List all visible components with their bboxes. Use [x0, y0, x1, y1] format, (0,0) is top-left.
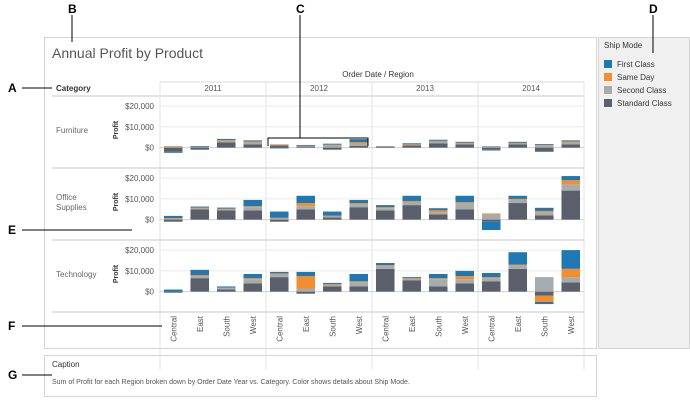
- legend-item-second-class[interactable]: Second Class: [604, 85, 666, 95]
- legend-panel: [598, 37, 690, 349]
- legend-item-same-day[interactable]: Same Day: [604, 72, 654, 82]
- legend-item-standard-class[interactable]: Standard Class: [604, 98, 672, 108]
- callout-e: E: [8, 223, 17, 237]
- legend-label: Standard Class: [617, 98, 672, 108]
- callout-f: F: [8, 319, 16, 333]
- callout-a: A: [8, 81, 17, 95]
- caption-text: Sum of Profit for each Region broken dow…: [52, 379, 410, 386]
- legend-title: Ship Mode: [604, 41, 643, 50]
- caption-title: Caption: [52, 360, 80, 369]
- legend-label: First Class: [617, 59, 655, 69]
- viz-panel: [44, 37, 597, 349]
- callout-c: C: [296, 2, 305, 16]
- callout-g: G: [8, 368, 18, 382]
- callout-d: D: [649, 2, 658, 16]
- legend-label: Same Day: [617, 72, 655, 82]
- legend-swatch: [604, 99, 612, 107]
- legend-swatch: [604, 73, 612, 81]
- legend-swatch: [604, 86, 612, 94]
- legend-item-first-class[interactable]: First Class: [604, 59, 655, 69]
- callout-b: B: [68, 2, 77, 16]
- caption-panel: [44, 355, 597, 397]
- legend-swatch: [604, 60, 612, 68]
- legend-label: Second Class: [617, 85, 667, 95]
- chart-title: Annual Profit by Product: [52, 45, 203, 61]
